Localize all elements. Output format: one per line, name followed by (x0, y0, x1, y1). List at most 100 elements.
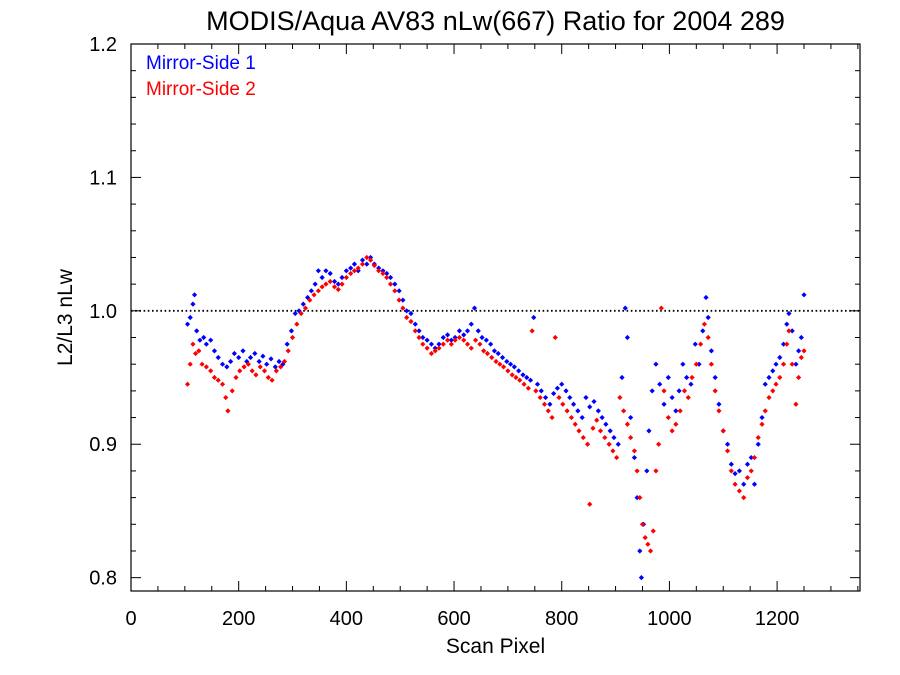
data-point-series-2-90 (541, 401, 548, 407)
data-point-series-1-159 (786, 310, 792, 317)
data-point-series-1-93 (547, 401, 553, 407)
data-point-series-1-157 (780, 341, 787, 347)
data-point-series-2-117 (639, 521, 646, 527)
data-point-series-2-12 (225, 408, 231, 414)
data-point-series-1-23 (268, 356, 274, 362)
data-point-series-2-157 (784, 341, 790, 347)
data-point-series-1-151 (759, 414, 765, 421)
data-point-series-1-150 (755, 441, 761, 447)
data-point-series-1-128 (673, 408, 679, 414)
data-point-series-2-158 (786, 328, 792, 334)
data-point-series-2-87 (529, 328, 535, 334)
data-point-series-1-127 (669, 394, 675, 401)
data-point-series-1-5 (197, 337, 203, 343)
data-point-series-1-43 (348, 265, 354, 271)
data-point-series-1-104 (591, 398, 597, 405)
data-point-series-2-62 (428, 350, 435, 357)
data-point-series-2-0 (184, 381, 191, 387)
data-point-series-1-53 (387, 274, 394, 281)
data-point-series-2-53 (392, 288, 398, 294)
data-point-series-1-114 (628, 414, 634, 421)
data-point-series-2-40 (339, 281, 345, 287)
data-point-series-2-121 (650, 528, 656, 534)
data-point-series-2-65 (440, 341, 446, 347)
data-point-series-2-30 (298, 310, 304, 317)
data-point-series-2-70 (461, 337, 467, 343)
y-tick-label: 0.9 (89, 434, 117, 456)
data-point-series-1-130 (680, 361, 686, 367)
data-point-series-2-99 (576, 428, 582, 434)
data-point-series-2-3 (193, 350, 199, 357)
data-point-series-1-15 (236, 354, 242, 361)
data-point-series-2-36 (323, 281, 329, 287)
data-point-series-2-140 (720, 428, 726, 434)
data-point-series-2-72 (468, 345, 474, 351)
data-point-series-2-119 (645, 541, 651, 547)
data-point-series-1-158 (784, 321, 790, 327)
data-point-series-2-2 (190, 341, 196, 347)
data-point-series-1-63 (428, 341, 435, 347)
data-point-series-1-117 (637, 548, 643, 554)
data-point-series-1-31 (300, 301, 306, 307)
data-point-series-1-107 (603, 421, 609, 427)
data-point-series-1-97 (563, 388, 569, 394)
data-point-series-1-95 (554, 385, 561, 391)
data-point-series-1-2 (190, 301, 196, 307)
y-axis-label: L2/L3 nLw (54, 268, 77, 366)
data-point-series-2-28 (289, 334, 296, 341)
data-point-series-2-82 (509, 372, 515, 378)
data-point-series-2-50 (380, 270, 386, 277)
chart-title: MODIS/Aqua AV83 nLw(667) Ratio for 2004 … (206, 6, 785, 36)
data-point-series-2-34 (315, 288, 321, 294)
data-point-series-1-70 (456, 328, 463, 334)
data-point-series-2-103 (590, 425, 596, 431)
data-point-series-2-86 (525, 385, 531, 391)
data-point-series-1-121 (646, 428, 652, 434)
data-point-series-2-18 (249, 368, 255, 374)
data-point-series-2-67 (448, 341, 454, 347)
data-point-series-2-137 (708, 361, 715, 367)
data-point-series-2-122 (653, 468, 659, 474)
data-point-series-1-149 (751, 481, 758, 487)
data-point-series-1-106 (599, 414, 605, 421)
data-point-series-2-77 (489, 354, 495, 361)
data-point-series-1-32 (304, 294, 311, 301)
data-point-series-2-100 (580, 434, 586, 441)
data-point-series-1-146 (741, 481, 747, 487)
data-point-series-1-34 (312, 281, 318, 287)
data-point-series-1-36 (319, 274, 325, 281)
x-axis-label: Scan Pixel (446, 635, 545, 658)
data-point-series-2-55 (400, 305, 406, 311)
data-point-series-1-100 (575, 408, 581, 414)
data-point-series-1-76 (479, 334, 485, 341)
data-point-series-1-135 (700, 328, 706, 334)
data-point-series-1-105 (595, 408, 601, 414)
data-point-series-2-7 (208, 368, 214, 374)
data-point-series-1-58 (408, 310, 414, 317)
data-point-series-2-147 (748, 468, 754, 474)
data-point-series-1-73 (468, 321, 474, 327)
data-point-series-1-96 (559, 381, 565, 387)
data-point-series-1-77 (483, 337, 489, 343)
data-point-series-1-41 (339, 274, 345, 281)
data-point-series-2-27 (285, 348, 291, 354)
data-point-series-1-47 (364, 261, 370, 267)
data-point-series-1-71 (461, 332, 467, 338)
data-point-series-1-16 (240, 348, 246, 354)
data-point-series-2-88 (533, 388, 539, 394)
data-point-series-2-105 (597, 428, 604, 434)
data-point-series-2-127 (669, 428, 675, 434)
data-point-series-2-20 (257, 364, 263, 370)
data-point-series-1-131 (684, 374, 690, 381)
data-point-series-1-113 (624, 334, 631, 341)
data-point-series-2-15 (237, 368, 243, 374)
data-point-series-2-57 (408, 318, 414, 325)
data-point-series-1-18 (247, 354, 254, 361)
data-point-series-2-17 (245, 361, 251, 367)
data-point-series-2-59 (416, 334, 422, 341)
data-point-series-2-38 (331, 284, 338, 290)
data-point-series-2-101 (584, 441, 591, 447)
data-point-series-2-56 (404, 314, 410, 321)
data-point-series-2-106 (602, 434, 608, 441)
data-point-series-2-112 (624, 421, 631, 427)
